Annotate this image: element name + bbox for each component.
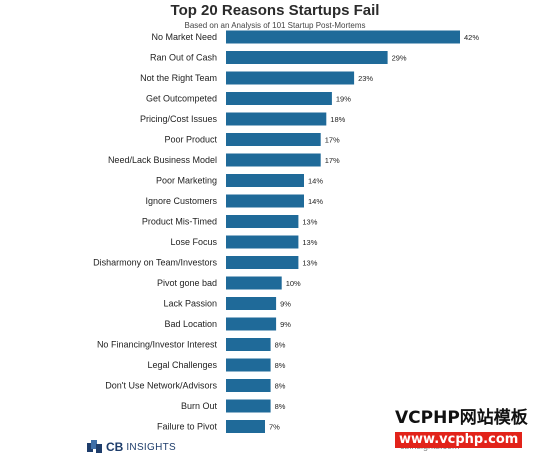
category-label: Get Outcompeted xyxy=(146,94,217,104)
cb-logo-mark-icon xyxy=(87,440,102,453)
chart-subtitle: Based on an Analysis of 101 Startup Post… xyxy=(184,21,366,30)
category-label: Product Mis-Timed xyxy=(142,217,217,227)
value-label: 29% xyxy=(392,53,407,62)
value-label: 17% xyxy=(325,156,340,165)
value-label: 42% xyxy=(464,33,479,42)
category-label: Pricing/Cost Issues xyxy=(140,114,218,124)
category-label: Ignore Customers xyxy=(145,196,217,206)
value-label: 17% xyxy=(325,135,340,144)
value-label: 13% xyxy=(302,258,317,267)
value-label: 8% xyxy=(275,381,286,390)
value-label: 10% xyxy=(286,279,301,288)
bar xyxy=(226,133,321,146)
category-label: Poor Marketing xyxy=(156,176,217,186)
bar-chart: No Market Need 42% Ran Out of Cash 29% Not t… xyxy=(93,30,479,433)
bar xyxy=(226,215,299,228)
cb-insights-logo: CB INSIGHTS xyxy=(87,439,176,455)
bar xyxy=(226,30,460,44)
category-label: Ran Out of Cash xyxy=(150,53,217,63)
value-label: 8% xyxy=(275,361,286,370)
category-label: Pivot gone bad xyxy=(157,278,217,288)
bar xyxy=(226,338,271,351)
watermark: VCPHP网站模板 www.vcphp.com xyxy=(395,408,545,448)
value-label: 23% xyxy=(358,74,373,83)
category-label: Lack Passion xyxy=(163,299,217,309)
bar xyxy=(226,399,271,413)
value-label: 13% xyxy=(302,238,317,247)
bar xyxy=(226,235,299,249)
value-label: 18% xyxy=(330,115,345,124)
value-label: 9% xyxy=(280,299,291,308)
category-label: Lose Focus xyxy=(170,237,217,247)
value-label: 8% xyxy=(275,402,286,411)
category-label: Poor Product xyxy=(164,135,217,145)
category-label: Failure to Pivot xyxy=(157,422,218,432)
bar xyxy=(226,174,304,187)
bar xyxy=(226,276,282,290)
category-label: Disharmony on Team/Investors xyxy=(93,258,217,268)
value-label: 14% xyxy=(308,176,323,185)
bar xyxy=(226,317,277,331)
bar xyxy=(226,420,265,433)
bar xyxy=(226,71,355,85)
bar xyxy=(226,194,304,208)
category-label: Don't Use Network/Advisors xyxy=(105,381,217,391)
bar xyxy=(226,51,388,64)
category-label: No Financing/Investor Interest xyxy=(97,340,218,350)
bar xyxy=(226,92,332,105)
category-label: Burn Out xyxy=(181,401,218,411)
chart-title: Top 20 Reasons Startups Fail xyxy=(170,2,380,19)
bar xyxy=(226,153,321,167)
category-label: Not the Right Team xyxy=(140,73,217,83)
value-label: 19% xyxy=(336,94,351,103)
value-label: 7% xyxy=(269,422,280,431)
value-label: 13% xyxy=(302,217,317,226)
logo-insights-text: INSIGHTS xyxy=(126,441,176,453)
value-label: 8% xyxy=(275,340,286,349)
bar xyxy=(226,256,299,269)
category-label: Legal Challenges xyxy=(147,360,217,370)
bar xyxy=(226,358,271,372)
category-label: Bad Location xyxy=(164,319,217,329)
watermark-sub: www.vcphp.com xyxy=(395,432,523,448)
watermark-main: VCPHP网站模板 xyxy=(395,408,528,428)
bar xyxy=(226,297,277,310)
bar xyxy=(226,379,271,392)
value-label: 9% xyxy=(280,320,291,329)
bar xyxy=(226,112,327,126)
category-label: Need/Lack Business Model xyxy=(108,155,217,165)
category-label: No Market Need xyxy=(151,32,217,42)
logo-cb-text: CB xyxy=(106,440,124,454)
value-label: 14% xyxy=(308,197,323,206)
